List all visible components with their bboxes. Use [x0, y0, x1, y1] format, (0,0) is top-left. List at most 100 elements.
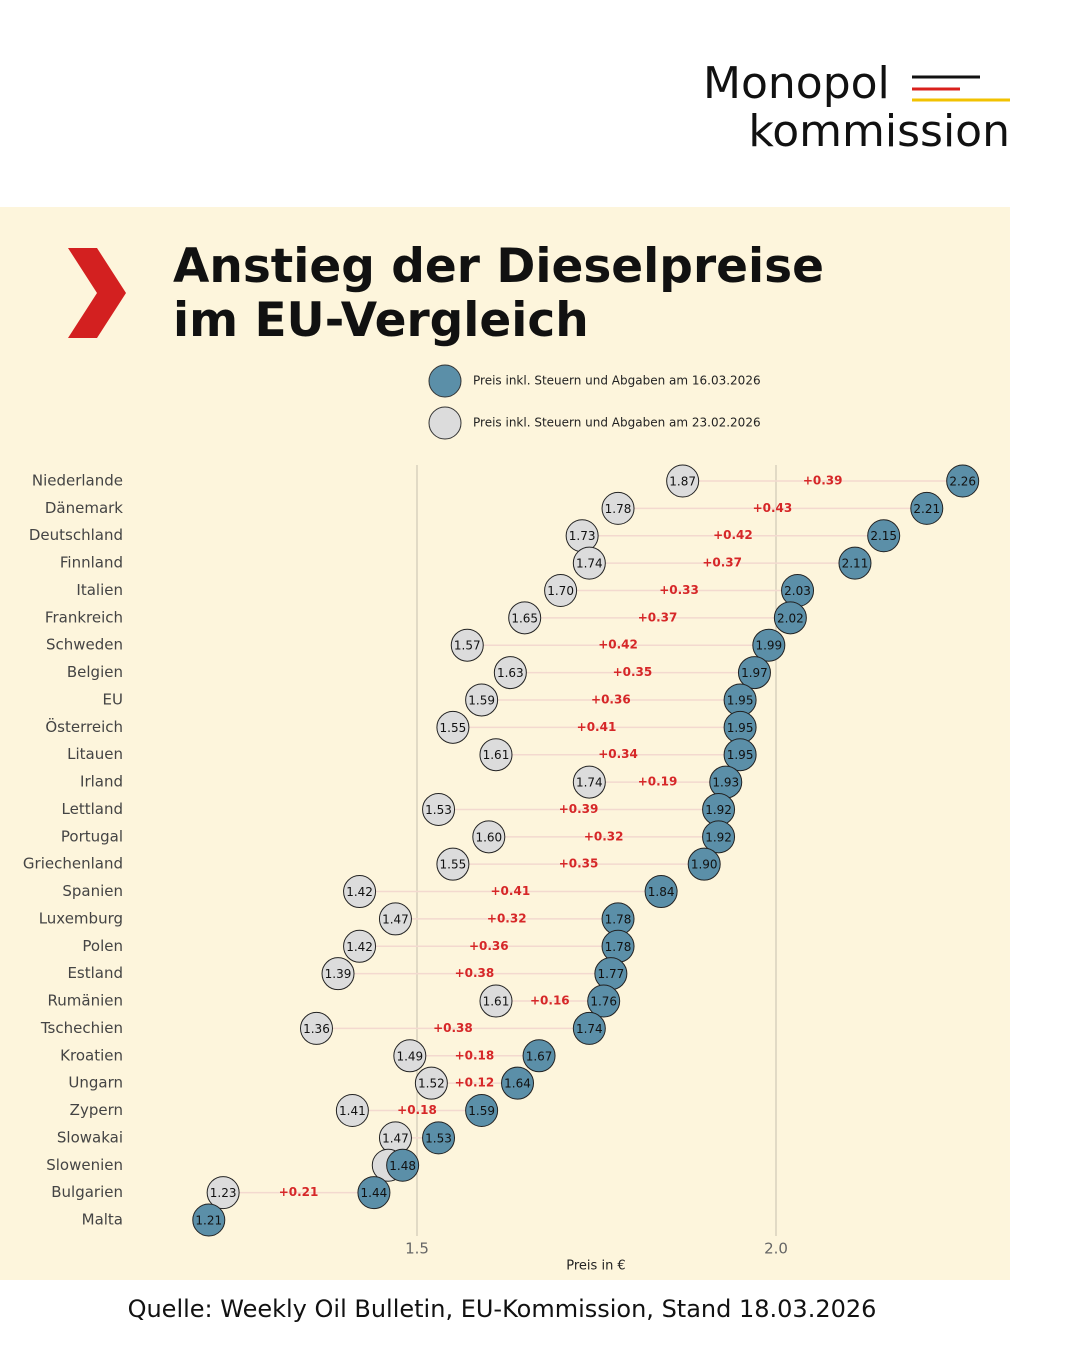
dot: [666, 464, 700, 498]
category-label: Irland: [80, 773, 123, 791]
logo-line2: kommission: [748, 106, 1010, 157]
dot: [335, 1094, 369, 1128]
value-label: 1.63: [497, 666, 524, 680]
category-label: Niederlande: [32, 472, 123, 490]
value-label: 1.78: [605, 912, 632, 926]
change-label: +0.19: [638, 775, 678, 789]
value-label: 1.95: [727, 721, 754, 735]
change-label: +0.32: [487, 911, 527, 925]
dot: [472, 820, 506, 854]
change-label: +0.35: [559, 857, 599, 871]
change-label: +0.41: [491, 884, 531, 898]
dot: [773, 601, 807, 635]
change-label: +0.39: [803, 474, 843, 488]
value-label: 1.59: [468, 693, 495, 707]
dot: [737, 656, 771, 690]
change-label: +0.21: [279, 1185, 319, 1199]
dot: [465, 683, 499, 717]
dot: [378, 902, 412, 936]
value-label: 1.52: [418, 1077, 445, 1091]
value-label: 1.47: [382, 1131, 409, 1145]
legend-label: Preis inkl. Steuern und Abgaben am 16.03…: [473, 374, 761, 388]
category-label: Frankreich: [45, 608, 123, 626]
value-label: 1.64: [504, 1077, 531, 1091]
value-label: 1.44: [361, 1186, 388, 1200]
value-label: 1.92: [705, 830, 732, 844]
change-label: +0.38: [455, 966, 495, 980]
category-label: Dänemark: [45, 499, 123, 517]
dot: [644, 875, 678, 909]
dot: [493, 656, 527, 690]
value-label: 1.47: [382, 912, 409, 926]
dot: [357, 1176, 391, 1210]
change-label: +0.37: [638, 610, 678, 624]
category-label: Polen: [82, 937, 123, 955]
value-label: 1.95: [727, 693, 754, 707]
value-label: 1.78: [605, 502, 632, 516]
value-label: 1.65: [511, 611, 538, 625]
change-label: +0.32: [584, 829, 624, 843]
source: Quelle: Weekly Oil Bulletin, EU-Kommissi…: [128, 1295, 877, 1323]
category-label: Deutschland: [29, 526, 123, 544]
dot: [752, 628, 786, 662]
change-label: +0.37: [702, 556, 742, 570]
value-label: 1.57: [454, 639, 481, 653]
dot: [465, 1094, 499, 1128]
dot: [522, 1039, 556, 1073]
dot: [414, 1066, 448, 1100]
value-label: 1.23: [210, 1186, 237, 1200]
dot: [450, 628, 484, 662]
legend-marker: [428, 406, 462, 440]
category-label: EU: [103, 690, 123, 708]
value-label: 1.60: [475, 830, 502, 844]
change-label: +0.42: [713, 528, 753, 542]
dot: [192, 1203, 226, 1237]
category-label: Litauen: [67, 745, 123, 763]
category-label: Schweden: [46, 636, 123, 654]
category-label: Rumänien: [48, 992, 123, 1010]
value-label: 1.95: [727, 748, 754, 762]
value-label: 1.53: [425, 1131, 452, 1145]
value-label: 2.26: [949, 475, 976, 489]
change-label: +0.34: [598, 747, 638, 761]
category-label: Luxemburg: [39, 909, 123, 927]
value-label: 2.02: [777, 611, 804, 625]
value-label: 1.39: [325, 967, 352, 981]
category-label: Tschechien: [40, 1019, 123, 1037]
dot: [572, 765, 606, 799]
dot: [299, 1011, 333, 1045]
change-label: +0.38: [433, 1021, 473, 1035]
category-label: Slowenien: [46, 1156, 123, 1174]
value-label: 1.73: [569, 529, 596, 543]
category-label: Kroatien: [60, 1046, 123, 1064]
dot: [723, 738, 757, 772]
change-label: +0.12: [455, 1076, 495, 1090]
change-label: +0.36: [591, 692, 631, 706]
chevron: [68, 248, 126, 338]
category-label: Estland: [67, 964, 123, 982]
x-axis-label: Preis in €: [566, 1259, 625, 1274]
change-label: +0.39: [559, 802, 599, 816]
value-label: 2.21: [913, 502, 940, 516]
category-label: Griechenland: [23, 855, 123, 873]
change-label: +0.33: [659, 583, 699, 597]
dot: [601, 491, 635, 525]
value-label: 1.87: [669, 475, 696, 489]
category-label: Lettland: [62, 800, 123, 818]
legend-label: Preis inkl. Steuern und Abgaben am 23.02…: [473, 416, 761, 430]
category-label: Spanien: [62, 882, 123, 900]
change-label: +0.42: [598, 638, 638, 652]
value-label: 1.67: [526, 1049, 553, 1063]
change-label: +0.41: [577, 720, 617, 734]
dot: [572, 546, 606, 580]
value-label: 1.74: [576, 1022, 603, 1036]
dot: [867, 519, 901, 553]
value-label: 1.41: [339, 1104, 366, 1118]
x-tick-label: 1.5: [405, 1240, 429, 1258]
value-label: 1.90: [691, 858, 718, 872]
change-label: +0.36: [469, 939, 509, 953]
dot: [687, 847, 721, 881]
category-label: Portugal: [61, 827, 123, 845]
